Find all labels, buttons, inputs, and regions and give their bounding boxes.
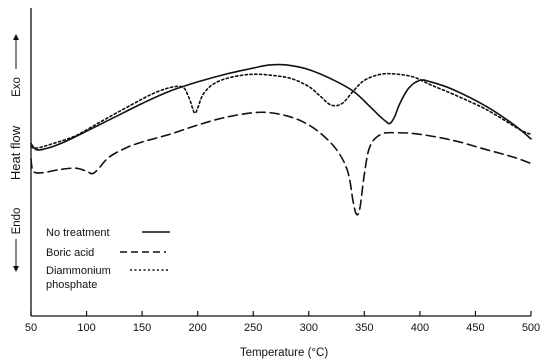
series-line-boric-acid: [30, 111, 532, 216]
x-tick-label-50: 50: [25, 322, 37, 334]
legend-label-no-treatment: No treatment: [46, 227, 110, 239]
x-tick-label-400: 400: [411, 322, 429, 334]
series-layer: [30, 63, 532, 216]
exo-arrow-head: [13, 34, 19, 40]
legend: No treatment Boric acid Diammonium phosp…: [46, 227, 170, 291]
x-tick-label-350: 350: [355, 322, 373, 334]
endo-arrow-head: [13, 266, 19, 272]
x-tick-label-250: 250: [244, 322, 262, 334]
x-tick-label-450: 450: [466, 322, 484, 334]
y-axis-title-group: Exo Heat flow Endo: [8, 34, 23, 272]
y-axis-title: Heat flow: [8, 125, 23, 180]
x-tick-label-300: 300: [300, 322, 318, 334]
x-tick-label-100: 100: [77, 322, 95, 334]
x-axis-ticks: 50 100 150 200 250 300 350 400 450 500: [25, 311, 540, 334]
x-tick-label-500: 500: [522, 322, 540, 334]
series-line-diammonium-phosphate: [30, 72, 532, 150]
series-line-no-treatment: [30, 63, 532, 151]
x-tick-label-200: 200: [188, 322, 206, 334]
legend-label-boric-acid: Boric acid: [46, 247, 94, 259]
x-tick-label-150: 150: [133, 322, 151, 334]
x-axis-title: Temperature (°C): [240, 347, 328, 359]
legend-label-diammonium-phosphate: Diammonium phosphate: [46, 265, 114, 291]
y-axis-exo-label: Exo: [11, 77, 23, 97]
y-axis-endo-label: Endo: [11, 208, 23, 235]
